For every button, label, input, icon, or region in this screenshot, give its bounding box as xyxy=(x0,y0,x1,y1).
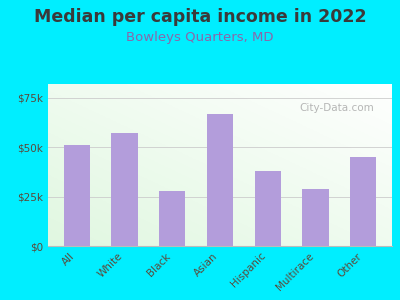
Bar xyxy=(207,114,233,246)
Bar xyxy=(64,145,90,246)
Text: City-Data.com: City-Data.com xyxy=(299,103,374,113)
Text: Median per capita income in 2022: Median per capita income in 2022 xyxy=(34,8,366,26)
Bar xyxy=(255,171,281,246)
Text: Bowleys Quarters, MD: Bowleys Quarters, MD xyxy=(126,32,274,44)
Bar xyxy=(302,189,329,246)
Bar xyxy=(111,134,138,246)
Bar xyxy=(159,191,185,246)
Bar xyxy=(350,157,376,246)
